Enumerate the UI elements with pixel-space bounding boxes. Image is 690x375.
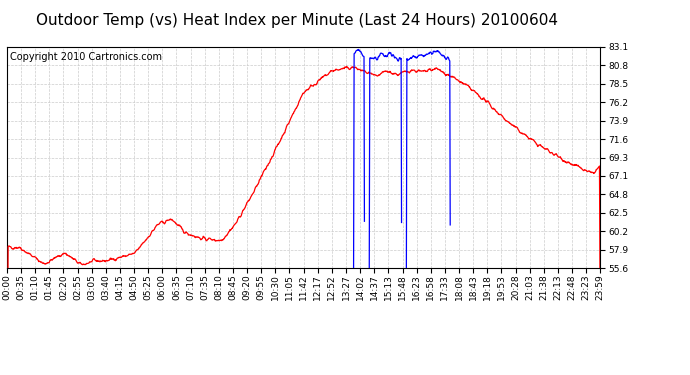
Text: Outdoor Temp (vs) Heat Index per Minute (Last 24 Hours) 20100604: Outdoor Temp (vs) Heat Index per Minute … bbox=[36, 13, 558, 28]
Text: Copyright 2010 Cartronics.com: Copyright 2010 Cartronics.com bbox=[10, 53, 162, 62]
